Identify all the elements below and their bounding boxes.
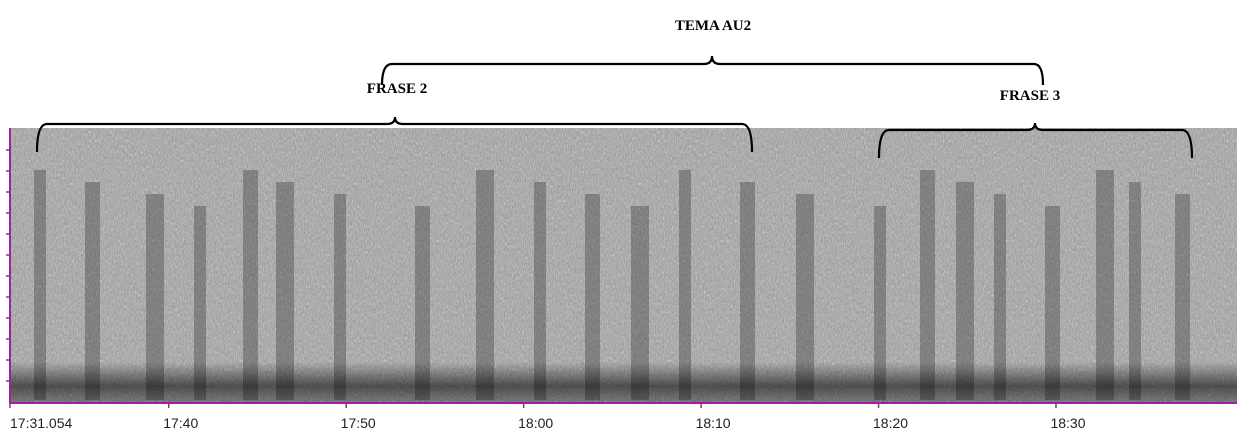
streak [920, 170, 935, 400]
bracket [877, 122, 1194, 159]
bracket [35, 116, 754, 153]
streak [631, 206, 649, 400]
streak [994, 194, 1006, 400]
streak [585, 194, 600, 400]
streak [1045, 206, 1060, 400]
streak [1129, 182, 1141, 400]
annotation: TEMA AU2 [675, 18, 751, 34]
x-tick-label: 18:00 [518, 415, 553, 431]
streak [476, 170, 494, 400]
streak [334, 194, 346, 400]
x-tick-label: 17:31.054 [10, 415, 72, 431]
x-tick-label: 17:50 [341, 415, 376, 431]
streak [796, 194, 814, 400]
streak [874, 206, 886, 400]
streak [1175, 194, 1190, 400]
streak [534, 182, 546, 400]
streak [34, 170, 46, 400]
annotation: FRASE 2 [367, 81, 427, 97]
streak [679, 170, 691, 400]
streak [194, 206, 206, 400]
spectrogram [10, 128, 1237, 402]
streak [276, 182, 294, 400]
bracket [380, 55, 1045, 86]
x-tick-label: 18:20 [873, 415, 908, 431]
streak [146, 194, 164, 400]
x-tick-label: 18:10 [696, 415, 731, 431]
streak [85, 182, 100, 400]
x-tick-label: 17:40 [163, 415, 198, 431]
streak [1096, 170, 1114, 400]
x-tick-label: 18:30 [1050, 415, 1085, 431]
streak [740, 182, 755, 400]
streak [956, 182, 974, 400]
streak [243, 170, 258, 400]
streak [415, 206, 430, 400]
annotation: FRASE 3 [1000, 88, 1060, 104]
